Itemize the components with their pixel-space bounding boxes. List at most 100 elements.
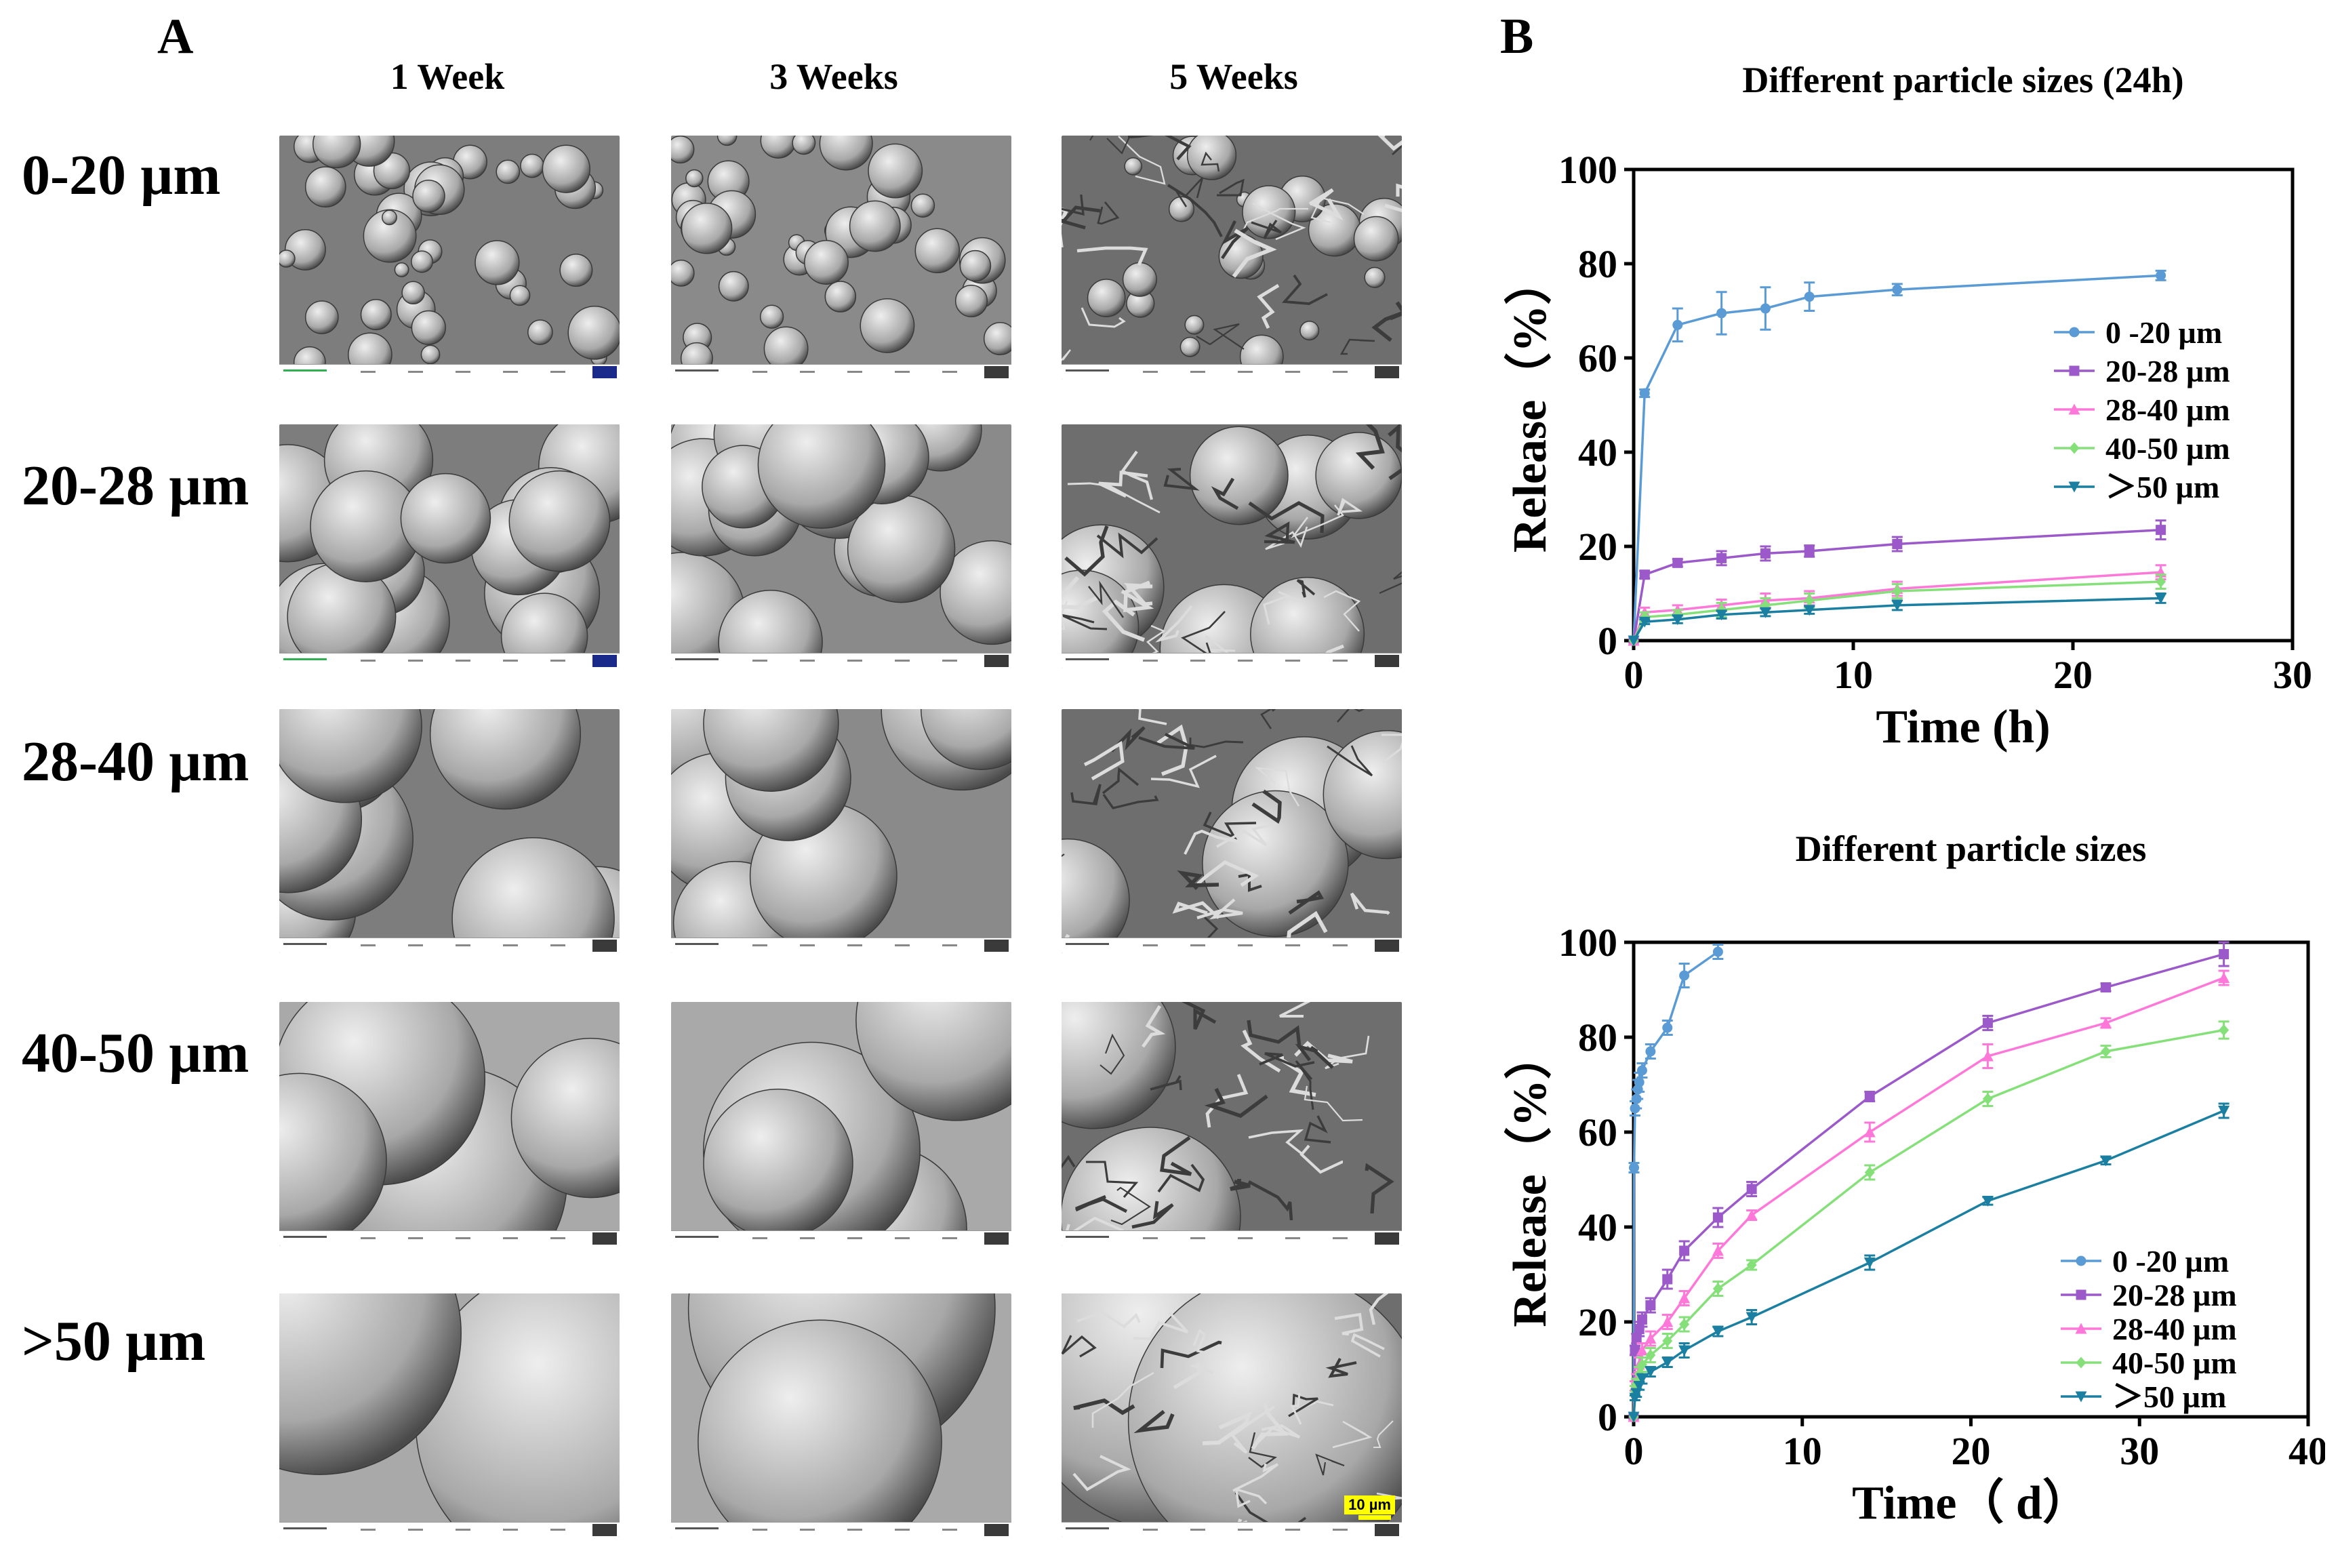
sem-info-bar xyxy=(1062,1522,1402,1537)
data-point xyxy=(1672,614,1684,626)
sem-image-week3-row4 xyxy=(671,1002,1011,1246)
y-axis-label: Release（%） xyxy=(1504,258,1556,552)
sem-info-bar xyxy=(671,653,1011,668)
data-point xyxy=(1863,1126,1876,1138)
legend-marker xyxy=(2068,481,2080,493)
row-label-over-50: >50 µm xyxy=(22,1310,206,1373)
legend-label: 40-50 µm xyxy=(2105,431,2230,466)
sem-info-bar xyxy=(279,938,620,953)
row-label-28-40: 28-40 µm xyxy=(22,730,249,793)
legend-label: 0 -20 µm xyxy=(2112,1244,2229,1279)
data-point xyxy=(2218,972,2230,983)
data-point xyxy=(1679,1245,1690,1256)
legend-marker xyxy=(2075,1323,2087,1334)
data-point xyxy=(1892,585,1903,597)
data-point xyxy=(2218,1106,2230,1117)
row-label-0-20: 0-20 µm xyxy=(22,144,221,207)
data-point xyxy=(1981,1050,1994,1062)
scale-bar-label: 10 µm xyxy=(1344,1495,1395,1514)
sem-info-bar xyxy=(1062,1230,1402,1246)
scale-bar-line xyxy=(1358,1515,1391,1520)
sem-image-week3-row5 xyxy=(671,1293,1011,1537)
legend-marker xyxy=(2068,403,2080,415)
x-axis-label: Time (h) xyxy=(1876,701,2050,753)
sem-image-week1-row4 xyxy=(279,1002,620,1246)
data-point xyxy=(2155,592,2167,604)
data-point xyxy=(1803,605,1815,616)
data-point xyxy=(1672,557,1683,568)
legend-label: 40-50 µm xyxy=(2112,1346,2237,1380)
data-point xyxy=(1662,1335,1673,1347)
x-axis-label: Time（ d） xyxy=(1852,1476,2090,1529)
sem-info-bar xyxy=(1062,653,1402,668)
data-point xyxy=(1639,569,1650,580)
y-tick-label: 20 xyxy=(1578,525,1617,569)
column-header-week1: 1 Week xyxy=(390,56,505,97)
series-1 xyxy=(1628,269,2166,646)
data-point xyxy=(1628,1411,1640,1423)
data-point xyxy=(2156,576,2166,588)
sem-image-week5-row5: 10 µm xyxy=(1062,1293,1402,1537)
sem-image-week1-row3 xyxy=(279,709,620,953)
data-point xyxy=(2156,525,2166,536)
legend-label: ＞50 µm xyxy=(2112,1380,2226,1414)
y-tick-label: 0 xyxy=(1598,1395,1617,1439)
series-2 xyxy=(1628,941,2230,1422)
y-tick-label: 40 xyxy=(1578,1205,1617,1249)
sem-info-bar xyxy=(279,653,620,668)
y-tick-label: 80 xyxy=(1578,1016,1617,1060)
data-point xyxy=(1645,1349,1656,1361)
sem-info-bar xyxy=(279,364,620,380)
x-tick-label: 30 xyxy=(2273,653,2312,697)
data-point xyxy=(1672,319,1683,330)
data-point xyxy=(1645,1046,1656,1057)
column-header-week3: 3 Weeks xyxy=(769,56,898,97)
sem-info-bar xyxy=(671,364,1011,380)
sem-info-bar xyxy=(671,1522,1011,1537)
data-point xyxy=(1712,1326,1724,1338)
data-point xyxy=(2156,270,2166,281)
data-point xyxy=(2101,982,2111,992)
sem-image-week3-row1 xyxy=(671,136,1011,380)
y-tick-label: 0 xyxy=(1598,619,1617,663)
row-label-20-28: 20-28 µm xyxy=(22,454,249,517)
legend-marker xyxy=(2076,1255,2086,1266)
legend-marker xyxy=(2069,365,2080,376)
release-chart-24h: Different particle sizes (24h) 0 20 40 60 80 1… xyxy=(1504,60,2312,753)
column-header-week5: 5 Weeks xyxy=(1169,56,1298,97)
legend-label: ＞50 µm xyxy=(2105,470,2219,504)
data-point xyxy=(1636,1065,1647,1076)
data-point xyxy=(1804,546,1815,557)
legend-label: 20-28 µm xyxy=(2112,1278,2237,1312)
data-point xyxy=(1864,1091,1875,1102)
data-point xyxy=(1636,1373,1648,1385)
y-axis-label: Release（%） xyxy=(1504,1032,1556,1327)
sem-info-bar xyxy=(279,1230,620,1246)
data-point xyxy=(1661,1357,1674,1368)
y-tick-label: 80 xyxy=(1578,242,1617,286)
data-point xyxy=(1982,1018,1993,1028)
data-point xyxy=(1804,595,1815,607)
legend-label: 20-28 µm xyxy=(2105,354,2230,388)
data-point xyxy=(1678,1345,1691,1356)
data-point xyxy=(1639,388,1650,399)
legend-marker xyxy=(2076,1356,2086,1369)
sem-info-bar xyxy=(1062,364,1402,380)
data-point xyxy=(1746,1259,1757,1271)
legend-label: 28-40 µm xyxy=(2105,393,2230,427)
data-point xyxy=(1712,1245,1724,1256)
sem-info-bar xyxy=(1062,938,1402,953)
data-point xyxy=(1863,1258,1876,1268)
series-line xyxy=(1632,274,2161,641)
row-label-40-50: 40-50 µm xyxy=(22,1022,249,1085)
legend-marker xyxy=(2069,442,2080,454)
legend-label: 28-40 µm xyxy=(2112,1312,2237,1346)
data-point xyxy=(1645,1333,1657,1344)
x-tick-label: 0 xyxy=(1624,1429,1644,1473)
data-point xyxy=(1636,1344,1648,1356)
data-point xyxy=(1891,600,1903,611)
chart-title: Different particle sizes (24h) xyxy=(1742,60,2183,100)
data-point xyxy=(1628,635,1640,647)
y-tick-label: 60 xyxy=(1578,1110,1617,1154)
legend-marker xyxy=(2075,1391,2087,1403)
